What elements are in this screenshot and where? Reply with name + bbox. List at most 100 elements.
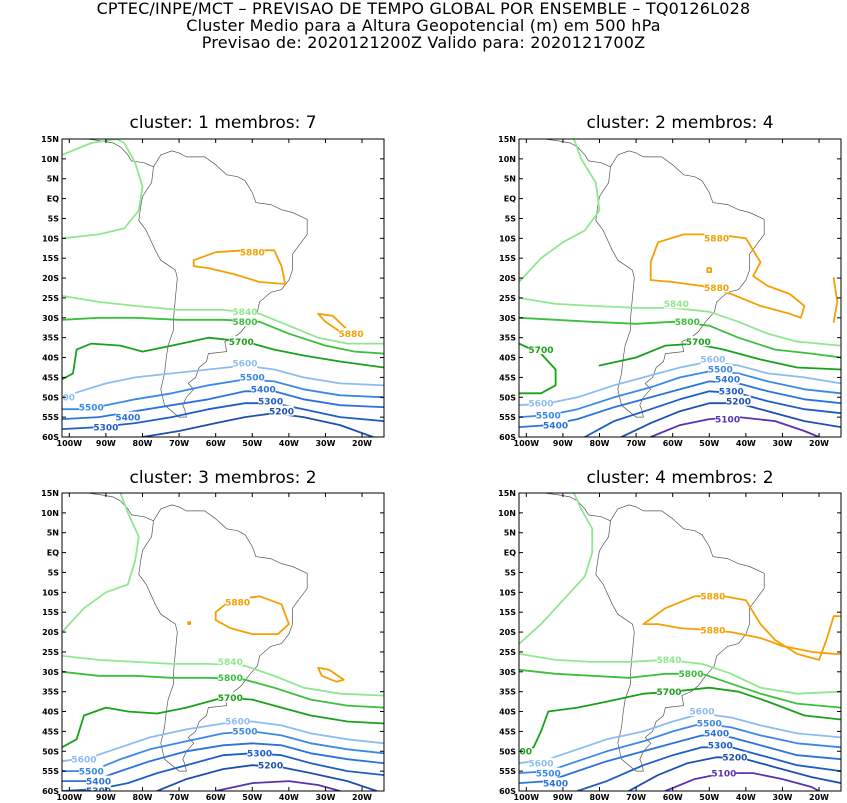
y-tick-label: 10S — [499, 234, 516, 243]
contour-label-5700: 5700 — [229, 338, 254, 348]
contour-5500 — [62, 730, 384, 772]
contour-label-bg — [536, 409, 561, 420]
x-tick-label: 90W — [553, 439, 573, 448]
y-tick-label: 25S — [42, 648, 59, 657]
coastline — [124, 493, 131, 494]
contour-label-bg — [715, 373, 740, 384]
coastline — [138, 150, 308, 418]
contour-label-5880: 5880 — [700, 593, 725, 603]
contour-label-bg — [218, 672, 243, 683]
contour-label-bg — [62, 391, 76, 402]
x-tick-label: 40W — [279, 439, 299, 448]
contour-label-5880: 5880 — [240, 248, 265, 258]
y-tick-label: 40S — [499, 354, 516, 363]
panel-4-plot: 5880588058405800700570056005600550055005… — [519, 493, 841, 791]
panel-1-plot: 5880588058405800570060056005500550054005… — [62, 139, 384, 437]
contour-label-bg — [708, 363, 733, 374]
y-tick-label: 50S — [42, 393, 59, 402]
contour-5880 — [642, 595, 841, 661]
y-tick-label: 30S — [42, 314, 59, 323]
contour-label-5500: 5500 — [536, 769, 561, 779]
x-tick-label: 50W — [699, 793, 719, 802]
x-tick-label: 50W — [699, 439, 719, 448]
contour-label-bg — [708, 739, 733, 750]
contour-label-5880: 5880 — [704, 235, 729, 245]
contour-label-bg — [240, 371, 265, 382]
x-tick-label: 100W — [57, 793, 83, 802]
y-tick-label: 10N — [41, 509, 59, 518]
panel-frame — [61, 492, 385, 792]
y-tick-label: 45S — [499, 373, 516, 382]
contour-label-bg — [715, 413, 740, 424]
y-tick-label: 30S — [499, 668, 516, 677]
header: CPTEC/INPE/MCT – PREVISAO DE TEMPO GLOBA… — [0, 0, 847, 51]
x-tick-label: 90W — [96, 793, 116, 802]
y-tick-label: 10N — [41, 155, 59, 164]
contour-5700 — [62, 696, 384, 749]
y-tick-label: 10S — [499, 588, 516, 597]
contour-label-5800: 5800 — [218, 674, 243, 684]
y-tick-label: 5N — [47, 529, 59, 538]
y-tick-label: 60S — [499, 787, 516, 796]
contour-label-bg — [71, 753, 97, 764]
contour-label-bg — [656, 654, 682, 665]
y-tick-label: 20S — [499, 274, 516, 283]
contour-label-5840: 5840 — [232, 308, 257, 318]
contour-label-5800: 5800 — [232, 318, 257, 328]
contour-label-bg — [93, 421, 119, 432]
contour-5880 — [192, 249, 287, 285]
y-tick-label: 40S — [42, 354, 59, 363]
panel-2-plot: 5880588058405800570057005600560055005500… — [519, 139, 841, 437]
contour-label-bg — [700, 354, 726, 365]
y-tick-label: 55S — [499, 767, 516, 776]
x-tick-label: 30W — [315, 439, 335, 448]
contour-label-5600: 5600 — [700, 356, 725, 366]
y-tick-label: 5S — [48, 568, 60, 577]
coastline — [581, 493, 588, 494]
contour-label-bg — [726, 395, 751, 406]
y-tick-label: 5S — [505, 568, 517, 577]
panel-1-title: cluster: 1 membros: 7 — [129, 113, 317, 133]
contour-label-5600: 5600 — [528, 399, 553, 409]
y-tick-label: 10N — [498, 509, 516, 518]
contour-5500 — [519, 722, 841, 774]
y-tick-label: 15S — [42, 254, 59, 263]
contour-label-5400: 5400 — [543, 421, 568, 431]
y-tick-label: 55S — [42, 767, 59, 776]
y-tick-label: 25S — [42, 294, 59, 303]
y-tick-label: 15N — [498, 135, 516, 144]
contour-5700 — [62, 336, 384, 381]
header-line-3: Previsao de: 2020121200Z Valido para: 20… — [201, 33, 646, 52]
coastline — [581, 139, 588, 140]
contour-5840 — [62, 493, 140, 633]
contour-label-5700: 5700 — [218, 694, 243, 704]
panel-frame — [518, 138, 842, 438]
contour-label-bg — [543, 419, 568, 430]
contour-label-5400: 5400 — [543, 779, 568, 789]
panel-1: 5880588058405800570060056005500550054005… — [41, 135, 385, 448]
y-tick-label: 10S — [42, 588, 59, 597]
panel-3-title: cluster: 3 membros: 2 — [129, 468, 317, 488]
contour-label-bg — [722, 751, 748, 762]
contour-label-5300: 5300 — [86, 787, 111, 797]
y-tick-label: 15S — [42, 608, 59, 617]
contour-label-5400: 5400 — [115, 413, 140, 423]
contour-label-5500: 5500 — [240, 374, 265, 384]
contour-5300 — [62, 752, 384, 791]
contour-5840 — [519, 139, 601, 283]
contour-5400 — [62, 742, 384, 782]
x-tick-label: 30W — [772, 439, 792, 448]
contour-label-5300: 5300 — [719, 388, 744, 398]
contour-5600 — [62, 364, 384, 399]
x-tick-label: 20W — [809, 439, 829, 448]
y-tick-label: 35S — [499, 334, 516, 343]
contour-label-5880: 5880 — [339, 330, 364, 340]
contour-5100 — [664, 772, 820, 791]
contour-label-bg — [686, 336, 711, 347]
contour-label-bg — [700, 624, 726, 635]
contour-label-bg — [229, 336, 254, 347]
x-tick-label: 50W — [242, 793, 262, 802]
contour-5800 — [62, 316, 384, 355]
contour-label-bg — [115, 411, 141, 422]
